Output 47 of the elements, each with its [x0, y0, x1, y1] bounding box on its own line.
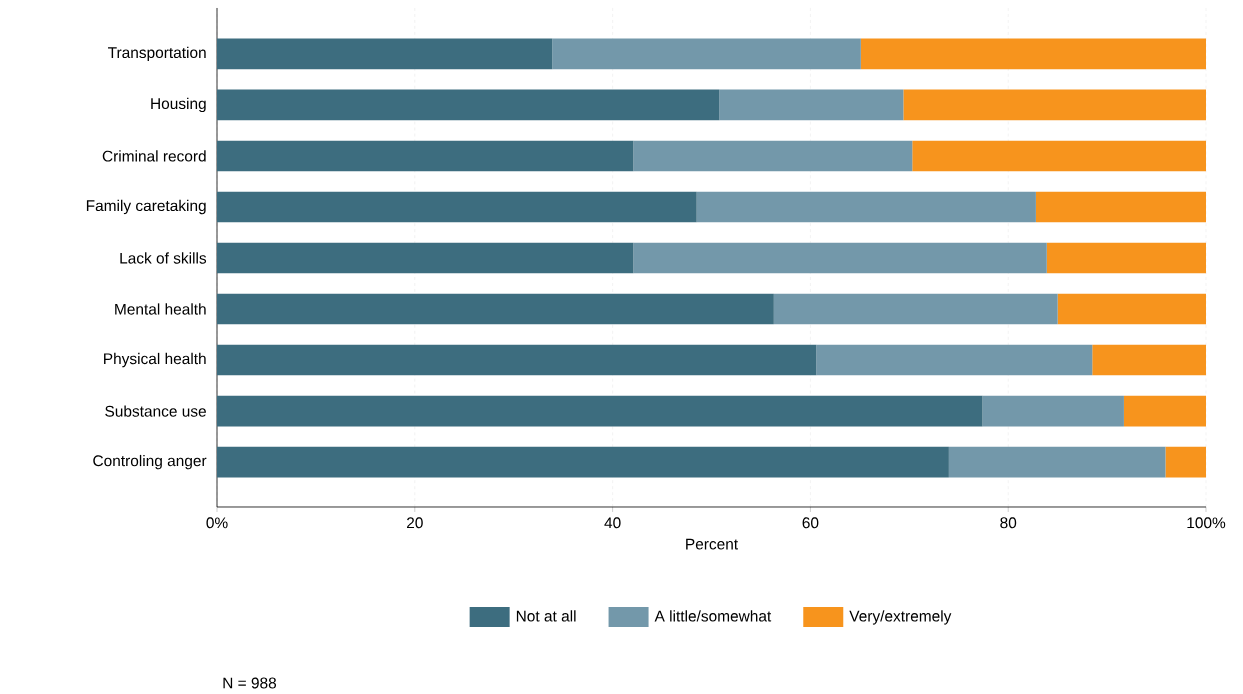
- x-tick-label: 20: [407, 517, 423, 529]
- bar: [217, 446, 949, 478]
- y-tick-label: Physical health: [104, 352, 206, 368]
- x-tick-label: 100%: [1187, 517, 1226, 529]
- bar: [1046, 242, 1207, 274]
- bar: [217, 242, 634, 274]
- bar: [1123, 395, 1207, 427]
- bar: [773, 293, 1058, 325]
- x-tick-label: 80: [1000, 517, 1017, 529]
- bar: [552, 38, 861, 70]
- x-tick-label: 0%: [206, 517, 228, 529]
- y-tick-label: Mental health: [115, 303, 206, 315]
- text: N = 988: [223, 677, 277, 689]
- y-tick-label: Lack of skills: [120, 252, 207, 264]
- bar: [912, 140, 1207, 172]
- y-tick-label: Substance use: [105, 405, 206, 417]
- bar: [860, 38, 1207, 70]
- bar: [217, 38, 553, 70]
- bar: [217, 395, 983, 427]
- bar: [816, 344, 1093, 376]
- bar: [1057, 293, 1207, 325]
- bar: [633, 242, 1047, 274]
- x-tick-label: 60: [802, 517, 819, 529]
- bar: [1092, 344, 1207, 376]
- y-tick-label: Controling anger: [93, 454, 207, 470]
- x-axis-title: Percent: [686, 538, 738, 550]
- bar: [948, 446, 1166, 478]
- bar: [696, 191, 1036, 223]
- bar: [217, 191, 697, 223]
- y-tick-label: Family caretaking: [86, 199, 206, 215]
- bar: [982, 395, 1124, 427]
- legend-label: Very/extremely: [849, 610, 952, 625]
- y-tick-label: Housing: [151, 97, 206, 113]
- bar: [1035, 191, 1207, 223]
- y-tick-label: Criminal record: [102, 150, 206, 162]
- bar: [217, 344, 817, 376]
- bar: [217, 293, 774, 325]
- legend-label: Not at all: [516, 610, 576, 622]
- bar: [903, 89, 1207, 121]
- bar: [1165, 446, 1207, 478]
- bar: [633, 140, 913, 172]
- bar: [217, 140, 634, 172]
- x-tick-label: 40: [604, 517, 621, 529]
- bar: [719, 89, 904, 121]
- y-tick-label: Transportation: [108, 46, 206, 62]
- legend-label: A little/somewhat: [654, 610, 772, 622]
- bar: [217, 89, 720, 121]
